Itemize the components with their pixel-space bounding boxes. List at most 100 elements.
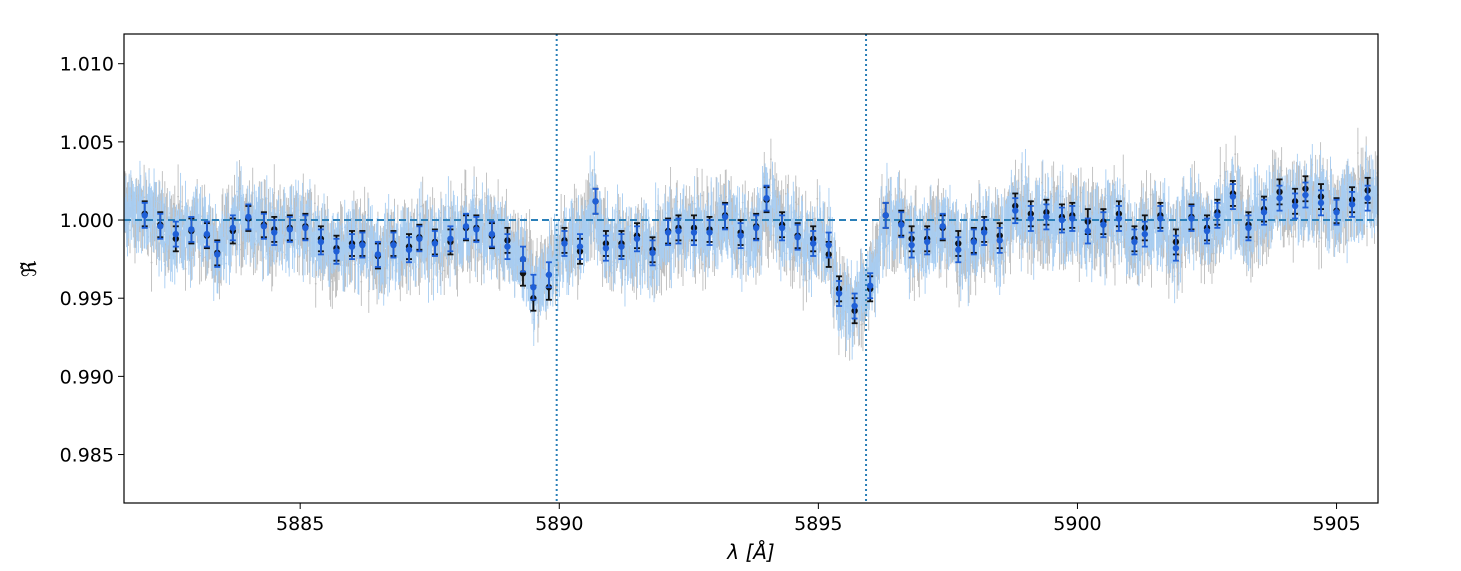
y-axis-label: ℜ̃ <box>17 260 41 277</box>
raw-point-blue <box>327 208 330 255</box>
raw-point-blue <box>454 223 456 276</box>
raw-point-blue <box>269 187 272 237</box>
raw-point-blue <box>163 203 165 252</box>
raw-point-blue <box>291 225 294 270</box>
raw-point-blue <box>294 221 296 258</box>
raw-point-gray <box>1122 154 1125 218</box>
raw-point-blue <box>292 186 295 241</box>
raw-point-blue <box>225 244 228 284</box>
raw-point-blue <box>367 238 369 277</box>
raw-point-blue <box>343 241 345 292</box>
x-tick-label: 5890 <box>535 513 583 535</box>
raw-point-blue <box>226 217 228 256</box>
raw-point-blue <box>432 257 435 301</box>
raw-point-blue <box>436 250 439 294</box>
raw-point-gray <box>443 246 446 296</box>
x-tick-label: 5885 <box>276 513 324 535</box>
raw-point-blue <box>654 182 657 240</box>
raw-point-blue <box>221 213 224 252</box>
raw-point-blue <box>388 237 391 293</box>
y-axis: 0.985 0.990 0.995 1.000 1.005 1.010 <box>60 54 124 467</box>
raw-point-blue <box>280 206 283 254</box>
raw-point-gray <box>1107 220 1110 257</box>
raw-point-gray <box>184 247 187 291</box>
raw-point-blue <box>435 217 438 258</box>
raw-point-gray <box>1320 207 1323 269</box>
y-tick-label: 1.010 <box>60 54 114 76</box>
raw-point-blue <box>235 206 238 244</box>
raw-point-blue <box>396 222 399 258</box>
raw-point-gray <box>1211 238 1213 284</box>
raw-point-blue <box>236 161 238 222</box>
raw-point-gray <box>769 138 772 180</box>
y-tick-label: 1.005 <box>60 132 114 154</box>
raw-point-blue <box>440 252 442 295</box>
raw-point-blue <box>354 236 357 290</box>
raw-point-blue <box>473 176 475 236</box>
raw-point-gray <box>1219 146 1222 205</box>
raw-point-blue <box>439 217 441 263</box>
raw-point-blue <box>163 241 166 289</box>
raw-point-blue <box>440 198 443 248</box>
raw-point-blue <box>308 219 310 273</box>
raw-point-blue <box>382 252 385 306</box>
raw-point-blue <box>309 179 311 237</box>
raw-point-blue <box>277 195 280 253</box>
raw-point-blue <box>214 203 217 257</box>
raw-point-gray <box>860 302 863 348</box>
raw-point-blue <box>151 190 154 225</box>
raw-point-blue <box>284 193 286 242</box>
raw-point-gray <box>573 183 576 220</box>
y-tick-label: 1.000 <box>60 210 114 232</box>
raw-point-blue <box>281 234 284 271</box>
raw-point-blue <box>420 181 422 232</box>
raw-point-blue <box>454 204 457 248</box>
raw-data-layer <box>124 127 1379 361</box>
raw-point-blue <box>453 194 456 231</box>
raw-point-blue <box>297 180 300 240</box>
raw-point-blue <box>187 216 190 275</box>
raw-point-blue <box>294 179 297 223</box>
raw-point-blue <box>199 186 202 245</box>
raw-point-blue <box>386 259 389 297</box>
raw-point-blue <box>240 166 243 225</box>
raw-point-blue <box>137 201 140 253</box>
raw-point-blue <box>188 206 191 244</box>
raw-point-gray <box>1149 173 1152 217</box>
x-axis: 5885 5890 5895 5900 5905 <box>276 503 1361 535</box>
raw-point-gray <box>273 164 276 222</box>
x-tick-label: 5895 <box>794 513 842 535</box>
raw-point-gray <box>367 269 370 313</box>
raw-point-blue <box>154 207 157 250</box>
raw-point-blue <box>208 193 211 234</box>
raw-point-blue <box>455 229 458 266</box>
raw-point-blue <box>267 237 270 276</box>
raw-point-blue <box>155 182 158 221</box>
x-tick-label: 5905 <box>1312 513 1360 535</box>
y-tick-label: 0.985 <box>60 445 114 467</box>
raw-point-blue <box>427 245 430 303</box>
raw-point-blue <box>168 191 171 236</box>
raw-point-blue <box>488 195 490 238</box>
raw-point-blue <box>129 170 132 218</box>
x-axis-label: λ [Å] <box>726 540 774 564</box>
raw-point-blue <box>246 205 248 243</box>
raw-point-blue <box>134 178 137 219</box>
y-tick-label: 0.990 <box>60 366 114 388</box>
raw-point-gray <box>1080 167 1082 218</box>
raw-point-blue <box>481 182 484 227</box>
raw-point-gray <box>1356 127 1359 179</box>
raw-point-blue <box>179 172 182 231</box>
raw-point-gray <box>1114 243 1116 286</box>
raw-point-blue <box>426 194 429 241</box>
raw-point-blue <box>357 238 360 295</box>
raw-point-gray <box>682 222 684 287</box>
raw-point-blue <box>158 242 160 277</box>
raw-point-gray <box>1234 135 1237 173</box>
raw-point-blue <box>367 198 370 239</box>
raw-point-blue <box>178 219 181 264</box>
raw-point-blue <box>249 202 252 246</box>
y-tick-label: 0.995 <box>60 288 114 310</box>
raw-point-blue <box>152 217 155 253</box>
